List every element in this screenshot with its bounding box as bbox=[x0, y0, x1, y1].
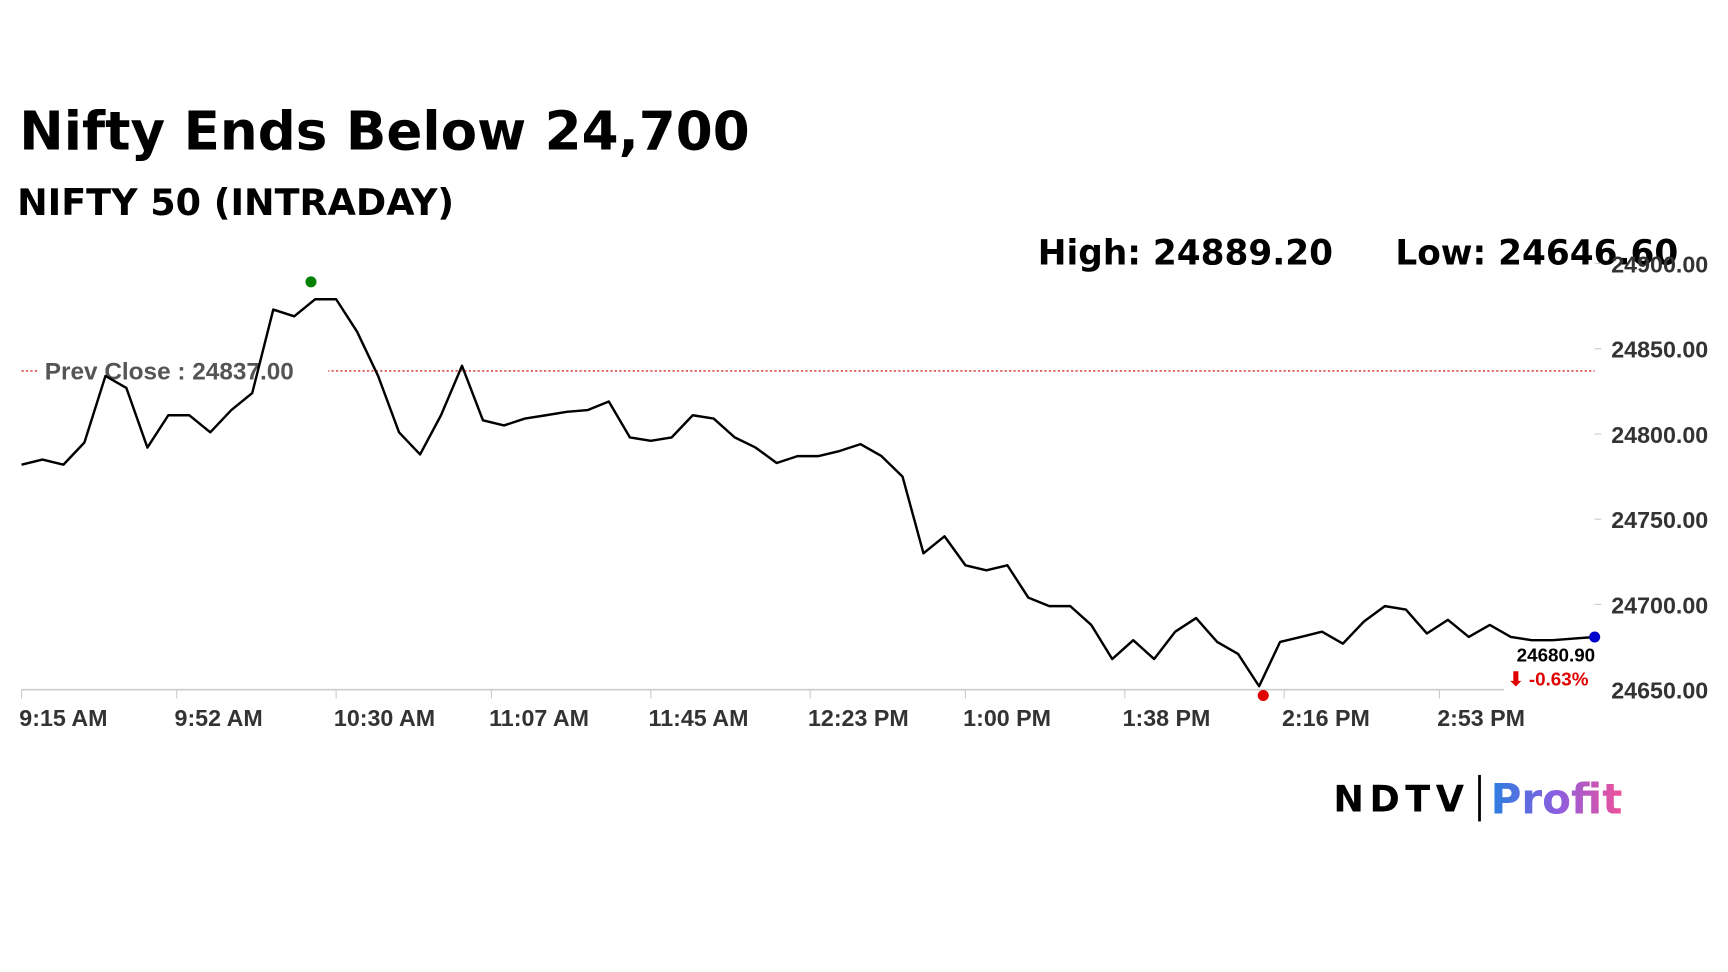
x-tick-label: 1:00 PM bbox=[963, 705, 1051, 731]
high-label: High: 24889.20 bbox=[1038, 234, 1333, 274]
chart-subtitle: NIFTY 50 (INTRADAY) bbox=[17, 181, 454, 224]
x-tick-label: 9:15 AM bbox=[19, 705, 107, 731]
x-tick-label: 12:23 PM bbox=[808, 705, 909, 731]
last-label-bg bbox=[1503, 642, 1608, 696]
y-tick-label: 24700.00 bbox=[1611, 592, 1708, 618]
x-tick-label: 10:30 AM bbox=[334, 705, 435, 731]
y-tick-label: 24850.00 bbox=[1611, 337, 1708, 363]
low-marker bbox=[1257, 689, 1269, 702]
last-marker bbox=[1589, 631, 1601, 643]
y-tick-label: 24650.00 bbox=[1611, 678, 1708, 704]
high-marker bbox=[305, 276, 317, 288]
x-tick-label: 11:07 AM bbox=[489, 705, 589, 731]
brand-name: NDTV bbox=[1333, 777, 1464, 820]
x-tick-label: 2:53 PM bbox=[1437, 705, 1525, 731]
y-tick-label: 24750.00 bbox=[1611, 507, 1708, 533]
x-tick-label: 1:38 PM bbox=[1123, 705, 1211, 731]
low-label: Low: 24646.60 bbox=[1395, 234, 1678, 274]
x-tick-label: 11:45 AM bbox=[649, 705, 749, 731]
brand-product: Profit bbox=[1491, 775, 1623, 824]
last-value-label: 24680.90 bbox=[1517, 644, 1595, 665]
price-line bbox=[21, 298, 1595, 688]
y-tick-label: 24900.00 bbox=[1611, 251, 1708, 277]
chart-title: Nifty Ends Below 24,700 bbox=[19, 100, 749, 162]
x-tick-label: 9:52 AM bbox=[175, 705, 263, 731]
x-tick-label: 2:16 PM bbox=[1282, 705, 1370, 731]
prev-close-label: Prev Close : 24837.00 bbox=[45, 359, 294, 386]
y-tick-label: 24800.00 bbox=[1611, 422, 1708, 448]
logo: NDTV Profit bbox=[1333, 775, 1622, 824]
last-change-label: ⬇ -0.63% bbox=[1508, 669, 1589, 690]
prev-close-bg bbox=[38, 356, 329, 386]
